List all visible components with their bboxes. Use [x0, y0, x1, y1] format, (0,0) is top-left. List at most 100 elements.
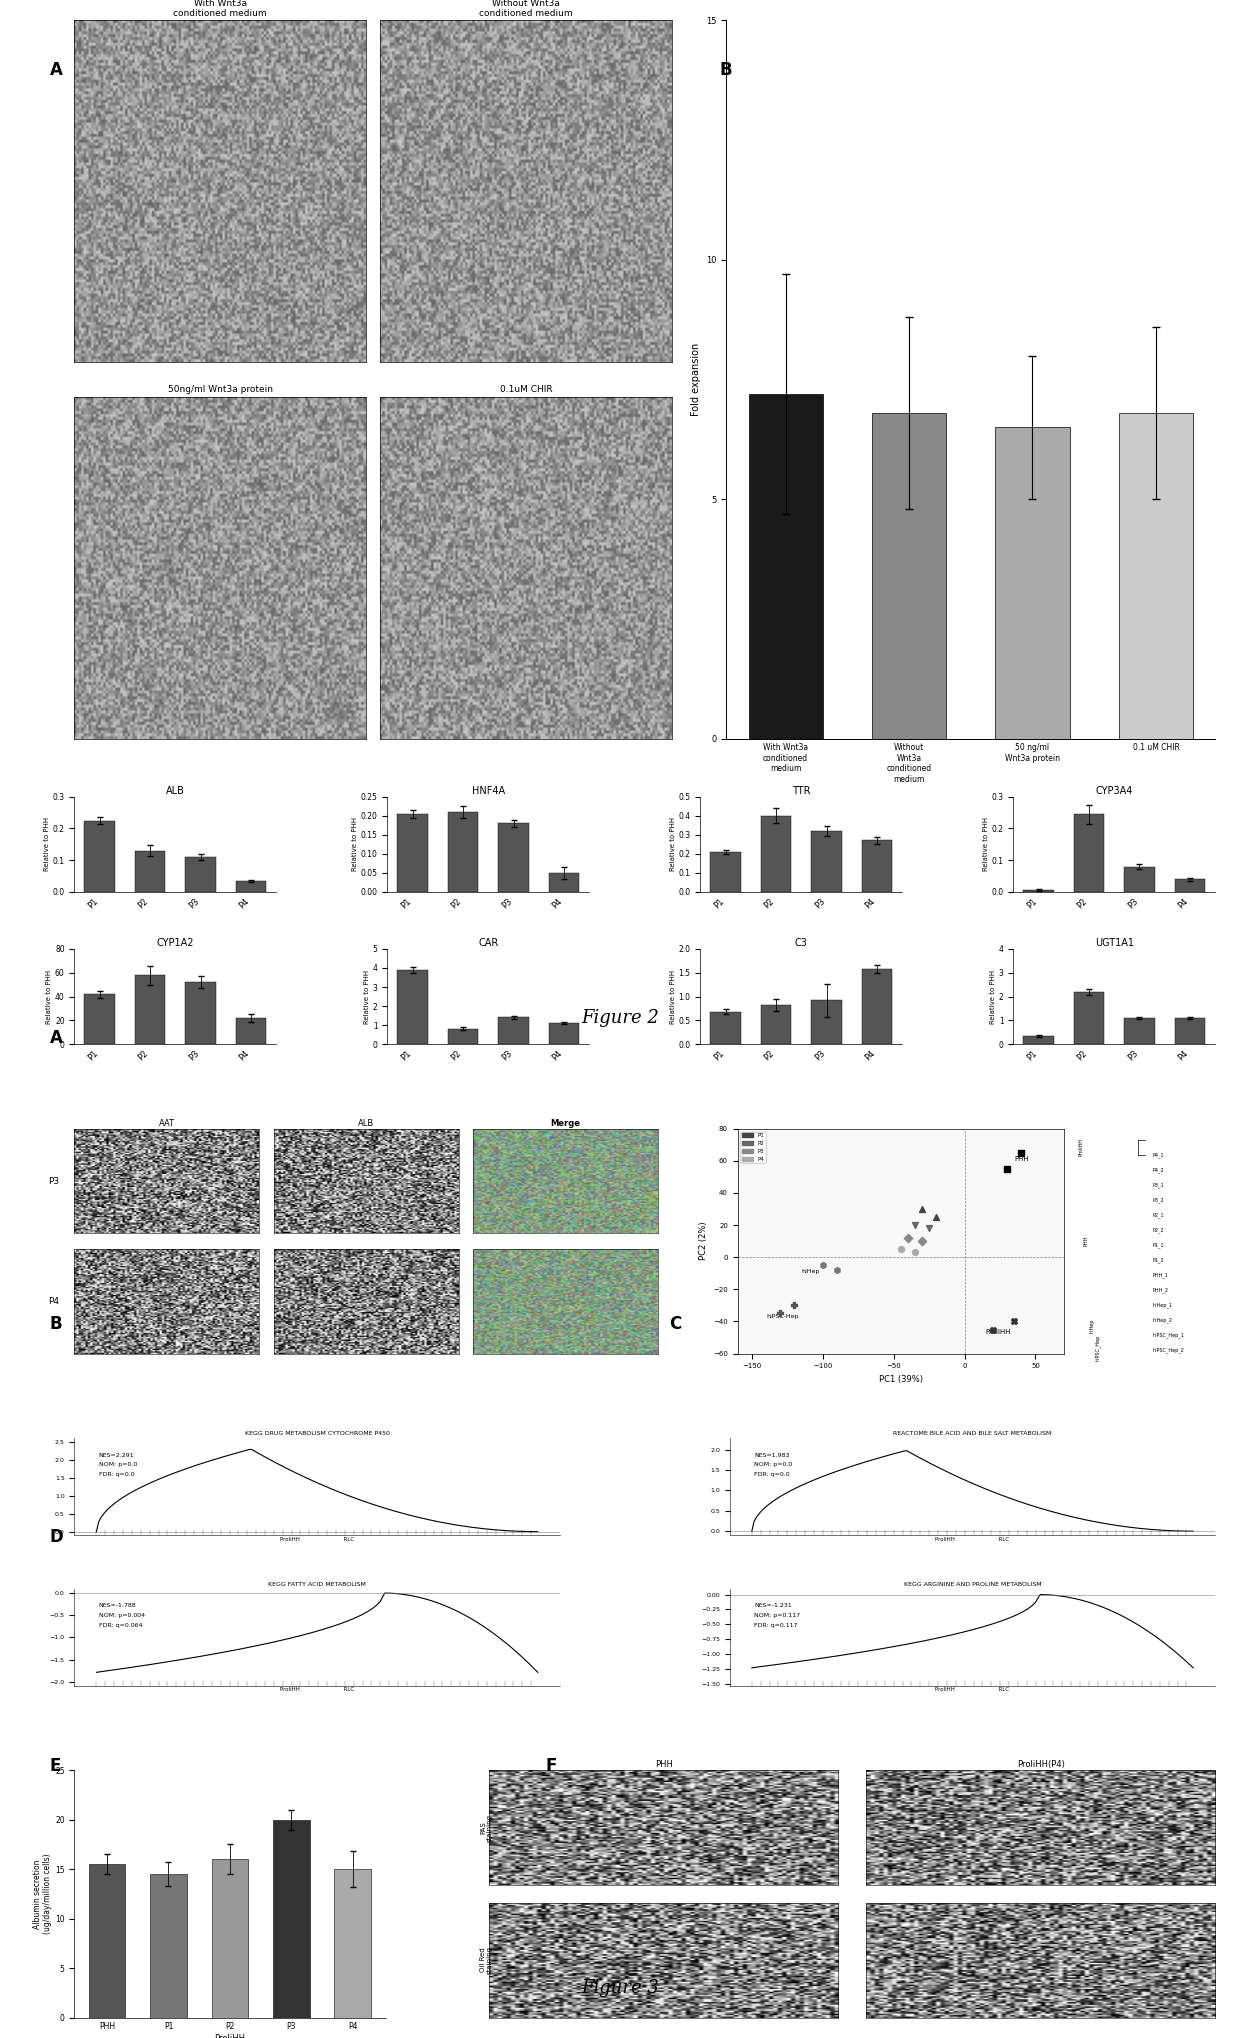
- Bar: [1118, 414, 1193, 738]
- Title: With Wnt3a
conditioned medium: With Wnt3a conditioned medium: [174, 0, 267, 18]
- Bar: [862, 968, 892, 1043]
- Title: PHH: PHH: [655, 1761, 672, 1769]
- P3: [913, 1225, 932, 1257]
- Text: NES=1.983: NES=1.983: [754, 1453, 790, 1457]
- PHH: [997, 1154, 1017, 1186]
- Text: FDR: q=0.117: FDR: q=0.117: [754, 1622, 797, 1628]
- P2: [919, 1213, 939, 1245]
- Y-axis label: Relative to PHH: Relative to PHH: [365, 970, 370, 1023]
- Title: AAT: AAT: [159, 1119, 175, 1127]
- Text: FDR: q=0.0: FDR: q=0.0: [754, 1471, 790, 1478]
- Text: NOM: p=0.004: NOM: p=0.004: [99, 1612, 145, 1618]
- Y-axis label: P3: P3: [48, 1176, 60, 1186]
- Title: CYP3A4: CYP3A4: [1096, 787, 1133, 797]
- Title: Merge: Merge: [551, 1119, 580, 1127]
- Text: P1_1: P1_1: [1152, 1241, 1164, 1247]
- X-axis label: ProliHH: ProliHH: [215, 2034, 246, 2038]
- hiHep: [827, 1253, 847, 1286]
- Title: ALB: ALB: [166, 787, 185, 797]
- Text: NOM: p=0.0: NOM: p=0.0: [99, 1463, 136, 1467]
- X-axis label: ProliHH                         RLC: ProliHH RLC: [280, 1687, 355, 1692]
- Text: hiHep: hiHep: [801, 1270, 820, 1274]
- Y-axis label: Relative to PHH: Relative to PHH: [46, 970, 52, 1023]
- Text: hiPSC_Hep_1: hiPSC_Hep_1: [1152, 1333, 1184, 1337]
- Text: P1_2: P1_2: [1152, 1257, 1164, 1264]
- Bar: [811, 1001, 842, 1043]
- Text: P3_2: P3_2: [1152, 1196, 1164, 1202]
- Bar: [135, 974, 165, 1043]
- P4: [890, 1233, 910, 1266]
- Title: KEGG DRUG METABOLISM CYTOCHROME P450: KEGG DRUG METABOLISM CYTOCHROME P450: [244, 1431, 389, 1437]
- Bar: [88, 1865, 125, 2018]
- Bar: [273, 1820, 310, 2018]
- Y-axis label: Relative to PHH: Relative to PHH: [352, 817, 358, 872]
- Text: hiHep_2: hiHep_2: [1152, 1317, 1172, 1323]
- Bar: [398, 813, 428, 893]
- Y-axis label: PAS
staining: PAS staining: [480, 1814, 494, 1842]
- hiPSC-Hep: [770, 1296, 790, 1329]
- Bar: [135, 850, 165, 893]
- Text: P2_2: P2_2: [1152, 1227, 1164, 1233]
- Bar: [1174, 878, 1205, 893]
- Text: NES=-1.231: NES=-1.231: [754, 1604, 792, 1608]
- Text: FDR: q=0.0: FDR: q=0.0: [99, 1471, 134, 1478]
- Title: C3: C3: [795, 937, 807, 948]
- Bar: [186, 982, 216, 1043]
- Text: NOM: p=0.117: NOM: p=0.117: [754, 1612, 800, 1618]
- Title: KEGG FATTY ACID METABOLISM: KEGG FATTY ACID METABOLISM: [268, 1581, 366, 1588]
- Bar: [448, 811, 479, 893]
- Title: REACTOME BILE ACID AND BILE SALT METABOLISM: REACTOME BILE ACID AND BILE SALT METABOL…: [893, 1431, 1052, 1437]
- Text: D: D: [50, 1528, 63, 1547]
- Bar: [1074, 993, 1104, 1043]
- Text: hiPSC_Hep_2: hiPSC_Hep_2: [1152, 1347, 1184, 1353]
- Text: B: B: [50, 1315, 62, 1333]
- Text: P2_1: P2_1: [1152, 1213, 1164, 1219]
- Y-axis label: Relative to PHH: Relative to PHH: [982, 817, 988, 872]
- P3: [898, 1221, 918, 1253]
- Bar: [711, 852, 740, 893]
- Text: P4_2: P4_2: [1152, 1168, 1164, 1172]
- Text: ProliHH: ProliHH: [1079, 1139, 1084, 1156]
- Title: ALB: ALB: [358, 1119, 374, 1127]
- Y-axis label: Albumin secretion
(ug/day/million cells): Albumin secretion (ug/day/million cells): [33, 1855, 52, 1934]
- Y-axis label: PC2 (2%): PC2 (2%): [698, 1223, 708, 1259]
- hiHep: [812, 1249, 832, 1282]
- Text: PHH_2: PHH_2: [1152, 1288, 1168, 1292]
- Bar: [761, 1005, 791, 1043]
- Title: ProliHH(P4): ProliHH(P4): [1017, 1761, 1065, 1769]
- Y-axis label: P4: P4: [48, 1296, 60, 1306]
- Bar: [84, 995, 115, 1043]
- Text: A: A: [50, 1029, 62, 1048]
- Text: FDR: q=0.064: FDR: q=0.064: [99, 1622, 143, 1628]
- Bar: [150, 1875, 187, 2018]
- Title: CAR: CAR: [479, 937, 498, 948]
- Bar: [335, 1869, 372, 2018]
- Title: KEGG ARGININE AND PROLINE METABOLISM: KEGG ARGININE AND PROLINE METABOLISM: [904, 1581, 1042, 1588]
- Text: hiHep_1: hiHep_1: [1152, 1302, 1172, 1308]
- Bar: [1125, 866, 1154, 893]
- Title: CYP1A2: CYP1A2: [156, 937, 195, 948]
- Text: P3_1: P3_1: [1152, 1182, 1164, 1188]
- Y-axis label: Relative to PHH: Relative to PHH: [670, 817, 676, 872]
- Text: Figure 2: Figure 2: [582, 1009, 658, 1027]
- Text: hiPSC_Hep: hiPSC_Hep: [1095, 1335, 1101, 1361]
- Text: NES=2.291: NES=2.291: [99, 1453, 134, 1457]
- Title: UGT1A1: UGT1A1: [1095, 937, 1133, 948]
- Bar: [872, 414, 946, 738]
- Text: C: C: [670, 1315, 682, 1333]
- Bar: [236, 880, 267, 893]
- Bar: [1125, 1017, 1154, 1043]
- X-axis label: ProliHH                         RLC: ProliHH RLC: [935, 1537, 1009, 1541]
- Bar: [711, 1011, 740, 1043]
- Bar: [549, 1023, 579, 1043]
- Text: ProliHH: ProliHH: [986, 1329, 1012, 1335]
- Text: PHH: PHH: [1084, 1235, 1089, 1247]
- Text: hiPSC-Hep: hiPSC-Hep: [766, 1315, 799, 1319]
- Title: Without Wnt3a
conditioned medium: Without Wnt3a conditioned medium: [480, 0, 573, 18]
- Text: P4_1: P4_1: [1152, 1151, 1164, 1158]
- Y-axis label: Relative to PHH: Relative to PHH: [43, 817, 50, 872]
- Text: NOM: p=0.0: NOM: p=0.0: [754, 1463, 792, 1467]
- X-axis label: PC1 (39%): PC1 (39%): [879, 1376, 923, 1384]
- Text: E: E: [50, 1757, 61, 1775]
- Bar: [1174, 1017, 1205, 1043]
